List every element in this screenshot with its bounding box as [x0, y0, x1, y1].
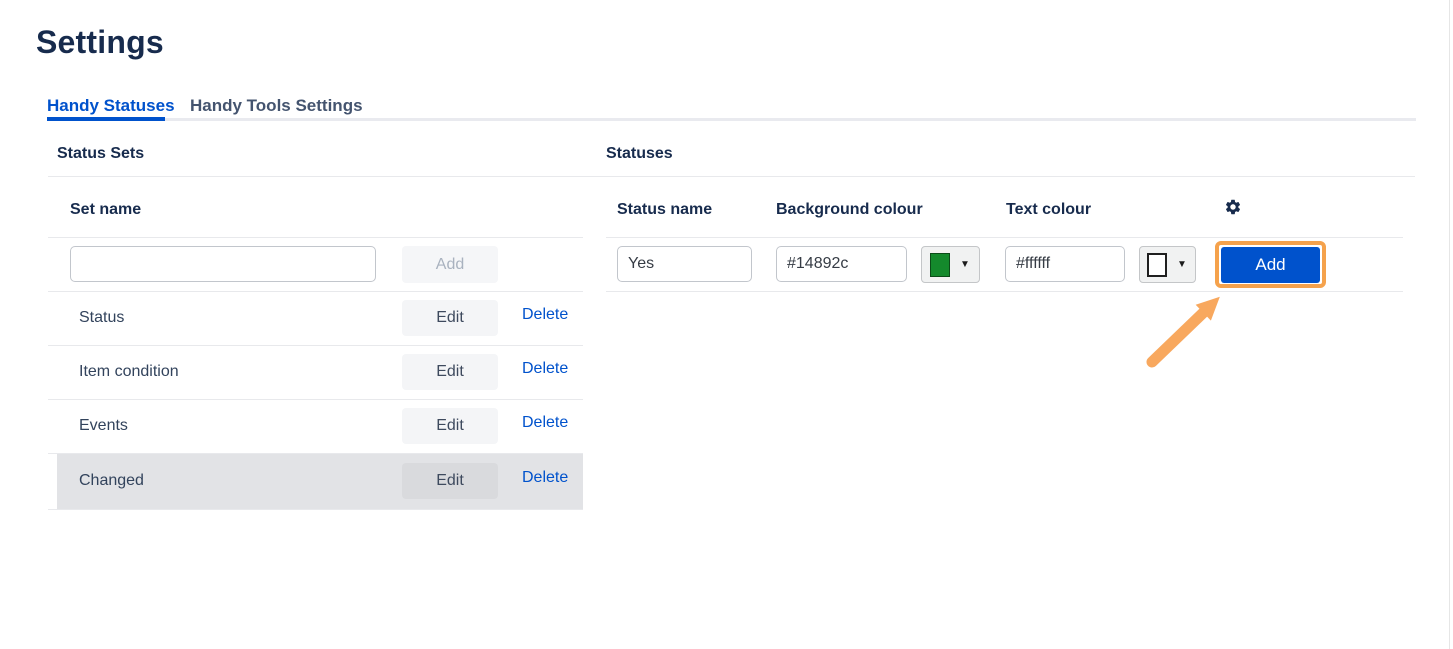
text-colour-picker[interactable]: ▼: [1139, 246, 1196, 283]
status-set-row: Status Edit Delete: [48, 291, 583, 345]
status-name-input[interactable]: [617, 246, 752, 282]
background-colour-picker[interactable]: ▼: [921, 246, 980, 283]
delete-set-link[interactable]: Delete: [522, 306, 569, 323]
text-colour-swatch: [1147, 252, 1167, 277]
edit-set-button[interactable]: Edit: [402, 300, 498, 336]
divider: [48, 509, 583, 510]
page-title: Settings: [36, 24, 164, 60]
edit-set-button[interactable]: Edit: [402, 354, 498, 390]
window-edge: [1449, 0, 1450, 649]
heading-divider: [48, 176, 1415, 177]
divider: [48, 237, 583, 238]
background-colour-input[interactable]: [776, 246, 907, 282]
text-colour-input[interactable]: [1005, 246, 1125, 282]
status-set-row-selected: Changed Edit Delete: [48, 454, 583, 508]
set-name-label: Status: [79, 309, 125, 326]
add-status-button[interactable]: Add: [1221, 247, 1320, 283]
divider: [48, 399, 583, 400]
gear-icon[interactable]: [1224, 198, 1242, 216]
tab-handy-statuses[interactable]: Handy Statuses: [47, 96, 175, 115]
active-tab-indicator: [47, 117, 165, 121]
delete-set-link[interactable]: Delete: [522, 414, 569, 431]
delete-set-link[interactable]: Delete: [522, 360, 569, 377]
new-set-name-input[interactable]: [70, 246, 376, 282]
edit-set-button[interactable]: Edit: [402, 408, 498, 444]
set-name-column-header: Set name: [70, 201, 142, 218]
divider: [48, 345, 583, 346]
edit-set-button[interactable]: Edit: [402, 463, 498, 499]
set-name-label: Changed: [79, 472, 144, 489]
add-set-button[interactable]: Add: [402, 246, 498, 283]
caret-down-icon: ▼: [960, 258, 970, 270]
status-set-row: Item condition Edit Delete: [48, 345, 583, 399]
background-colour-column-header: Background colour: [776, 201, 923, 218]
background-colour-swatch: [930, 252, 950, 277]
caret-down-icon: ▼: [1177, 258, 1187, 270]
statuses-heading: Statuses: [606, 145, 673, 162]
status-sets-heading: Status Sets: [57, 145, 145, 162]
delete-set-link[interactable]: Delete: [522, 469, 569, 486]
divider: [48, 453, 583, 454]
divider: [606, 237, 1403, 238]
tab-handy-tools-settings[interactable]: Handy Tools Settings: [190, 96, 363, 115]
set-name-label: Events: [79, 417, 128, 434]
status-name-column-header: Status name: [617, 201, 713, 218]
tab-track: [47, 118, 1416, 121]
set-name-label: Item condition: [79, 363, 179, 380]
divider: [48, 291, 583, 292]
status-set-row: Events Edit Delete: [48, 399, 583, 453]
divider: [606, 291, 1403, 292]
text-colour-column-header: Text colour: [1006, 201, 1092, 218]
